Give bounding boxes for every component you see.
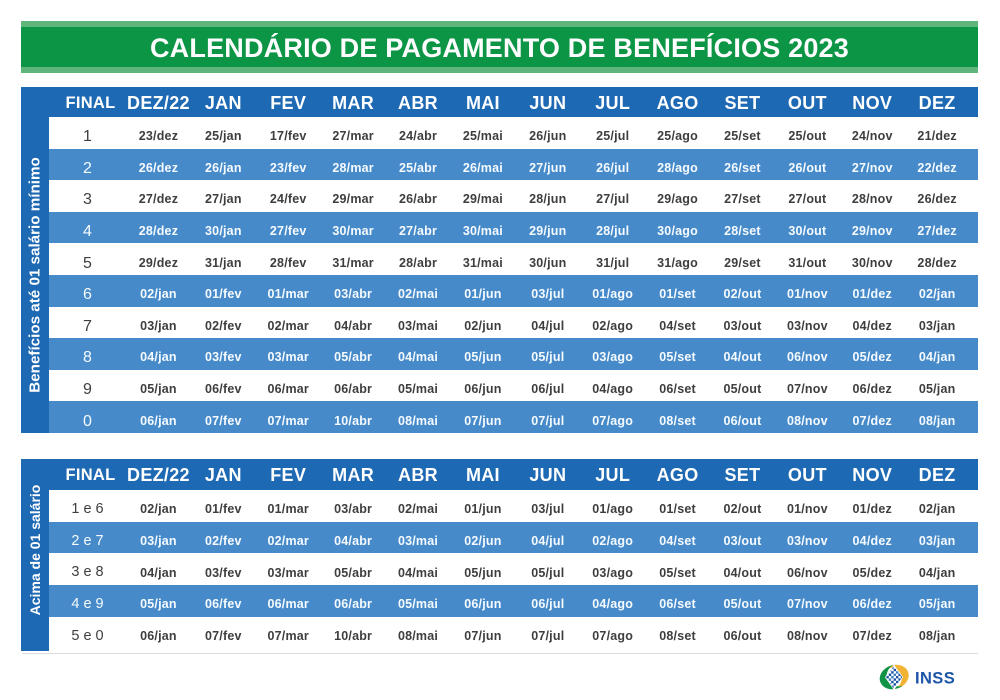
svg-text:INSS: INSS — [915, 670, 955, 688]
